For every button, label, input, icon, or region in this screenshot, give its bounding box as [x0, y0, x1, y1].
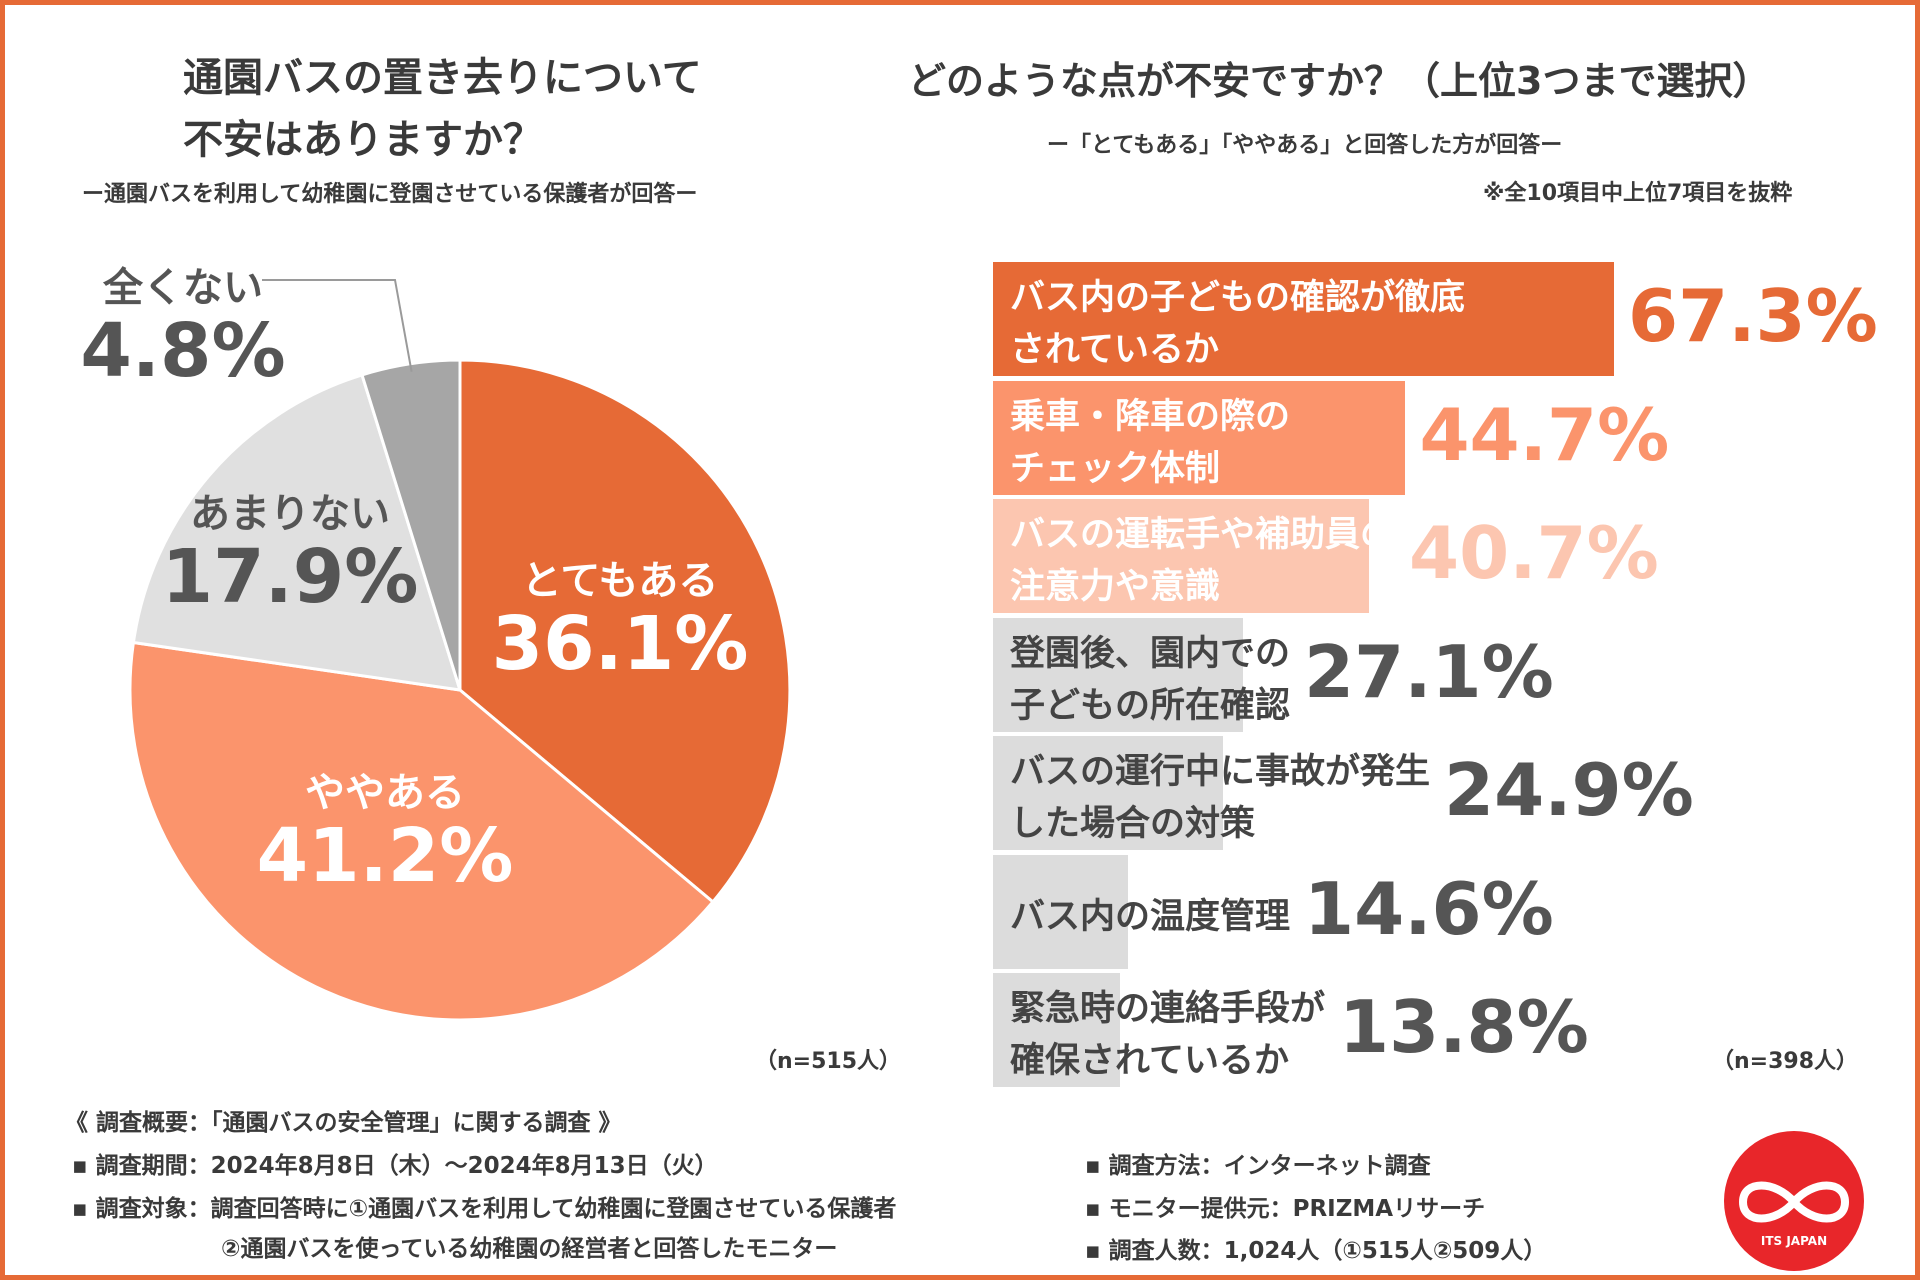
summary-target1: ▪ 調査対象：調査回答時に①通園バスを利用して幼稚園に登園させている保護者 [72, 1196, 897, 1222]
pie-slice-3 [131, 373, 463, 692]
bar-label: バス内の子どもの確認が徹底 されているか [1010, 272, 1465, 376]
pie-label-2: ややある 41.2% [257, 760, 514, 896]
pie-label-3: あまりない 17.9% [162, 481, 419, 617]
bar-2 [993, 380, 1406, 495]
pie-slice-1 [458, 358, 792, 905]
bar-label-line: 登園後、園内での [1010, 633, 1291, 674]
left-n-label: （n=515人） [755, 1049, 902, 1074]
bar-label-line: されているか [1010, 330, 1219, 370]
bar-6 [993, 854, 1128, 969]
pie-slice-2 [128, 640, 716, 1022]
summary-count: ▪ 調査人数：1,024人（①515人②509人） [1085, 1238, 1547, 1264]
bar-label-line: チェック体制 [1010, 448, 1221, 489]
right-subtitle: ー「とてもある」「ややある」と回答した方が回答ー [1047, 133, 1563, 158]
bar-value: 13.8% [1339, 985, 1589, 1069]
right-title: どのような点が不安ですか？（上位3つまで選択） [908, 59, 1771, 103]
pie-label-value: 41.2% [256, 813, 514, 899]
bar-value: 24.9% [1444, 748, 1694, 832]
bar-4 [993, 617, 1244, 732]
bar-label: バスの運転手や補助員の 注意力や意識 [1010, 509, 1395, 613]
bar-label-line: バスの運転手や補助員の [1010, 515, 1396, 555]
bar-label-line: 確保されているか [1010, 1041, 1289, 1081]
bar-label-line: バス内の子どもの確認が徹底 [1010, 278, 1466, 318]
pie-chart [128, 279, 792, 1022]
logo-text: ITS JAPAN [1761, 1234, 1827, 1248]
left-subtitle: ー通園バスを利用して幼稚園に登園させている保護者が回答ー [82, 182, 698, 207]
pie-label-4: 全くない 4.8% [80, 255, 285, 391]
summary-header: 《 調査概要：「通園バスの安全管理」に関する調査 》 [65, 1110, 622, 1136]
left-title-line1: 通園バスの置き去りについて [183, 55, 702, 101]
left-title-line2: 不安はありますか？ [183, 117, 543, 163]
summary-provider: ▪ モニター提供元：PRIZMAリサーチ [1085, 1196, 1486, 1222]
right-note: ※全10項目中上位7項目を抜粋 [1483, 181, 1793, 206]
pie-label-value: 36.1% [491, 601, 749, 687]
bar-label-line: 緊急時の連絡手段が [1010, 989, 1326, 1029]
bar-value: 44.7% [1419, 392, 1670, 477]
right-n-label: （n=398人） [1712, 1049, 1859, 1074]
bar-value: 14.6% [1304, 866, 1554, 951]
pie-label-name: あまりない [189, 491, 390, 537]
bar-5 [993, 736, 1223, 850]
bar-value: 67.3% [1628, 274, 1878, 358]
bar-label: 登園後、園内での 子どもの所在確認 [1010, 628, 1290, 732]
bar-label-line: バスの運行中に事故が発生 [1010, 752, 1431, 792]
bar-label: バス内の温度管理 [1010, 891, 1290, 943]
bar-label-line: 乗車・降車の際の [1010, 396, 1291, 437]
bar-label-line: した場合の対策 [1010, 804, 1256, 844]
summary-target2: ②通園バスを使っている幼稚園の経営者と回答したモニター [221, 1236, 838, 1262]
bar-label-line: 注意力や意識 [1010, 567, 1221, 607]
bar-label: 緊急時の連絡手段が 確保されているか [1010, 983, 1325, 1087]
bar-label-line: バス内の温度管理 [1010, 896, 1291, 937]
bar-1 [993, 262, 1614, 376]
pie-label-name: ややある [304, 770, 465, 816]
pie-label-value: 17.9% [161, 534, 419, 620]
bar-label: 乗車・降車の際の チェック体制 [1010, 391, 1290, 495]
infinity-logo-icon: ITS JAPAN [1724, 1131, 1864, 1271]
pie-label-name: とてもある [521, 558, 719, 604]
summary-period: ▪ 調査期間：2024年8月8日（木）～2024年8月13日（火） [72, 1153, 718, 1179]
pie-label-1: とてもある 36.1% [492, 548, 749, 684]
pie-leader-line [262, 279, 413, 372]
bar-3 [993, 499, 1369, 613]
bar-label-line: 子どもの所在確認 [1010, 685, 1291, 726]
bar-label: バスの運行中に事故が発生 した場合の対策 [1010, 746, 1430, 850]
bar-value: 27.1% [1304, 629, 1554, 714]
summary-method: ▪ 調査方法：インターネット調査 [1085, 1153, 1431, 1179]
pie-label-value: 4.8% [80, 308, 286, 394]
bar-7 [993, 973, 1121, 1087]
bar-value: 40.7% [1409, 511, 1659, 595]
pie-label-name: 全くない [102, 265, 263, 311]
